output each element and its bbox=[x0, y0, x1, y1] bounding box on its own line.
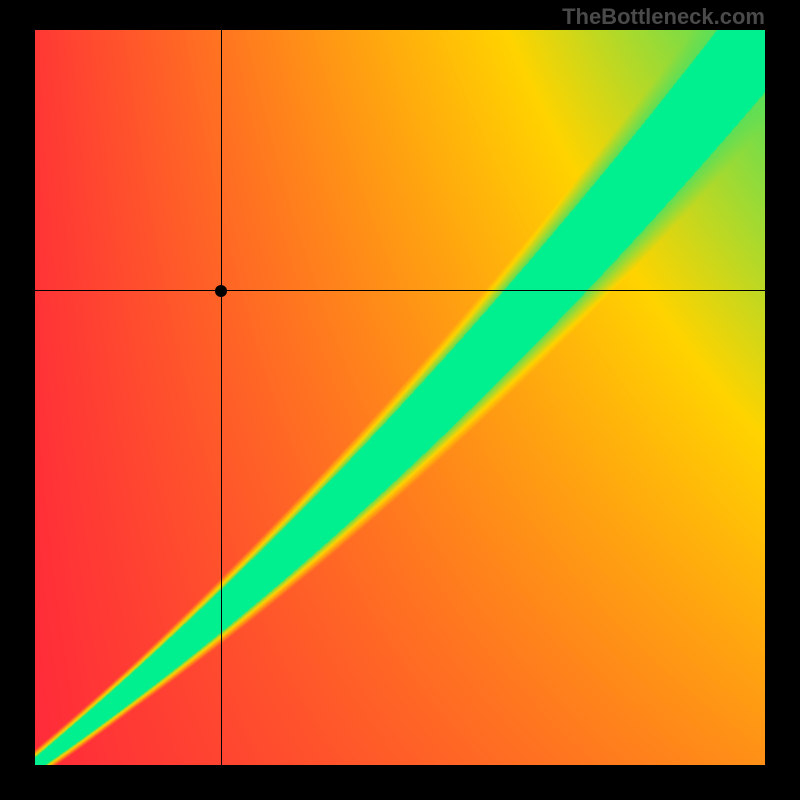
crosshair-vertical bbox=[221, 30, 222, 765]
crosshair-horizontal bbox=[35, 290, 765, 291]
marker-dot bbox=[215, 285, 227, 297]
outer-frame bbox=[35, 30, 765, 765]
plot-area bbox=[35, 30, 765, 765]
watermark-text: TheBottleneck.com bbox=[562, 4, 765, 30]
heatmap-canvas bbox=[35, 30, 765, 765]
